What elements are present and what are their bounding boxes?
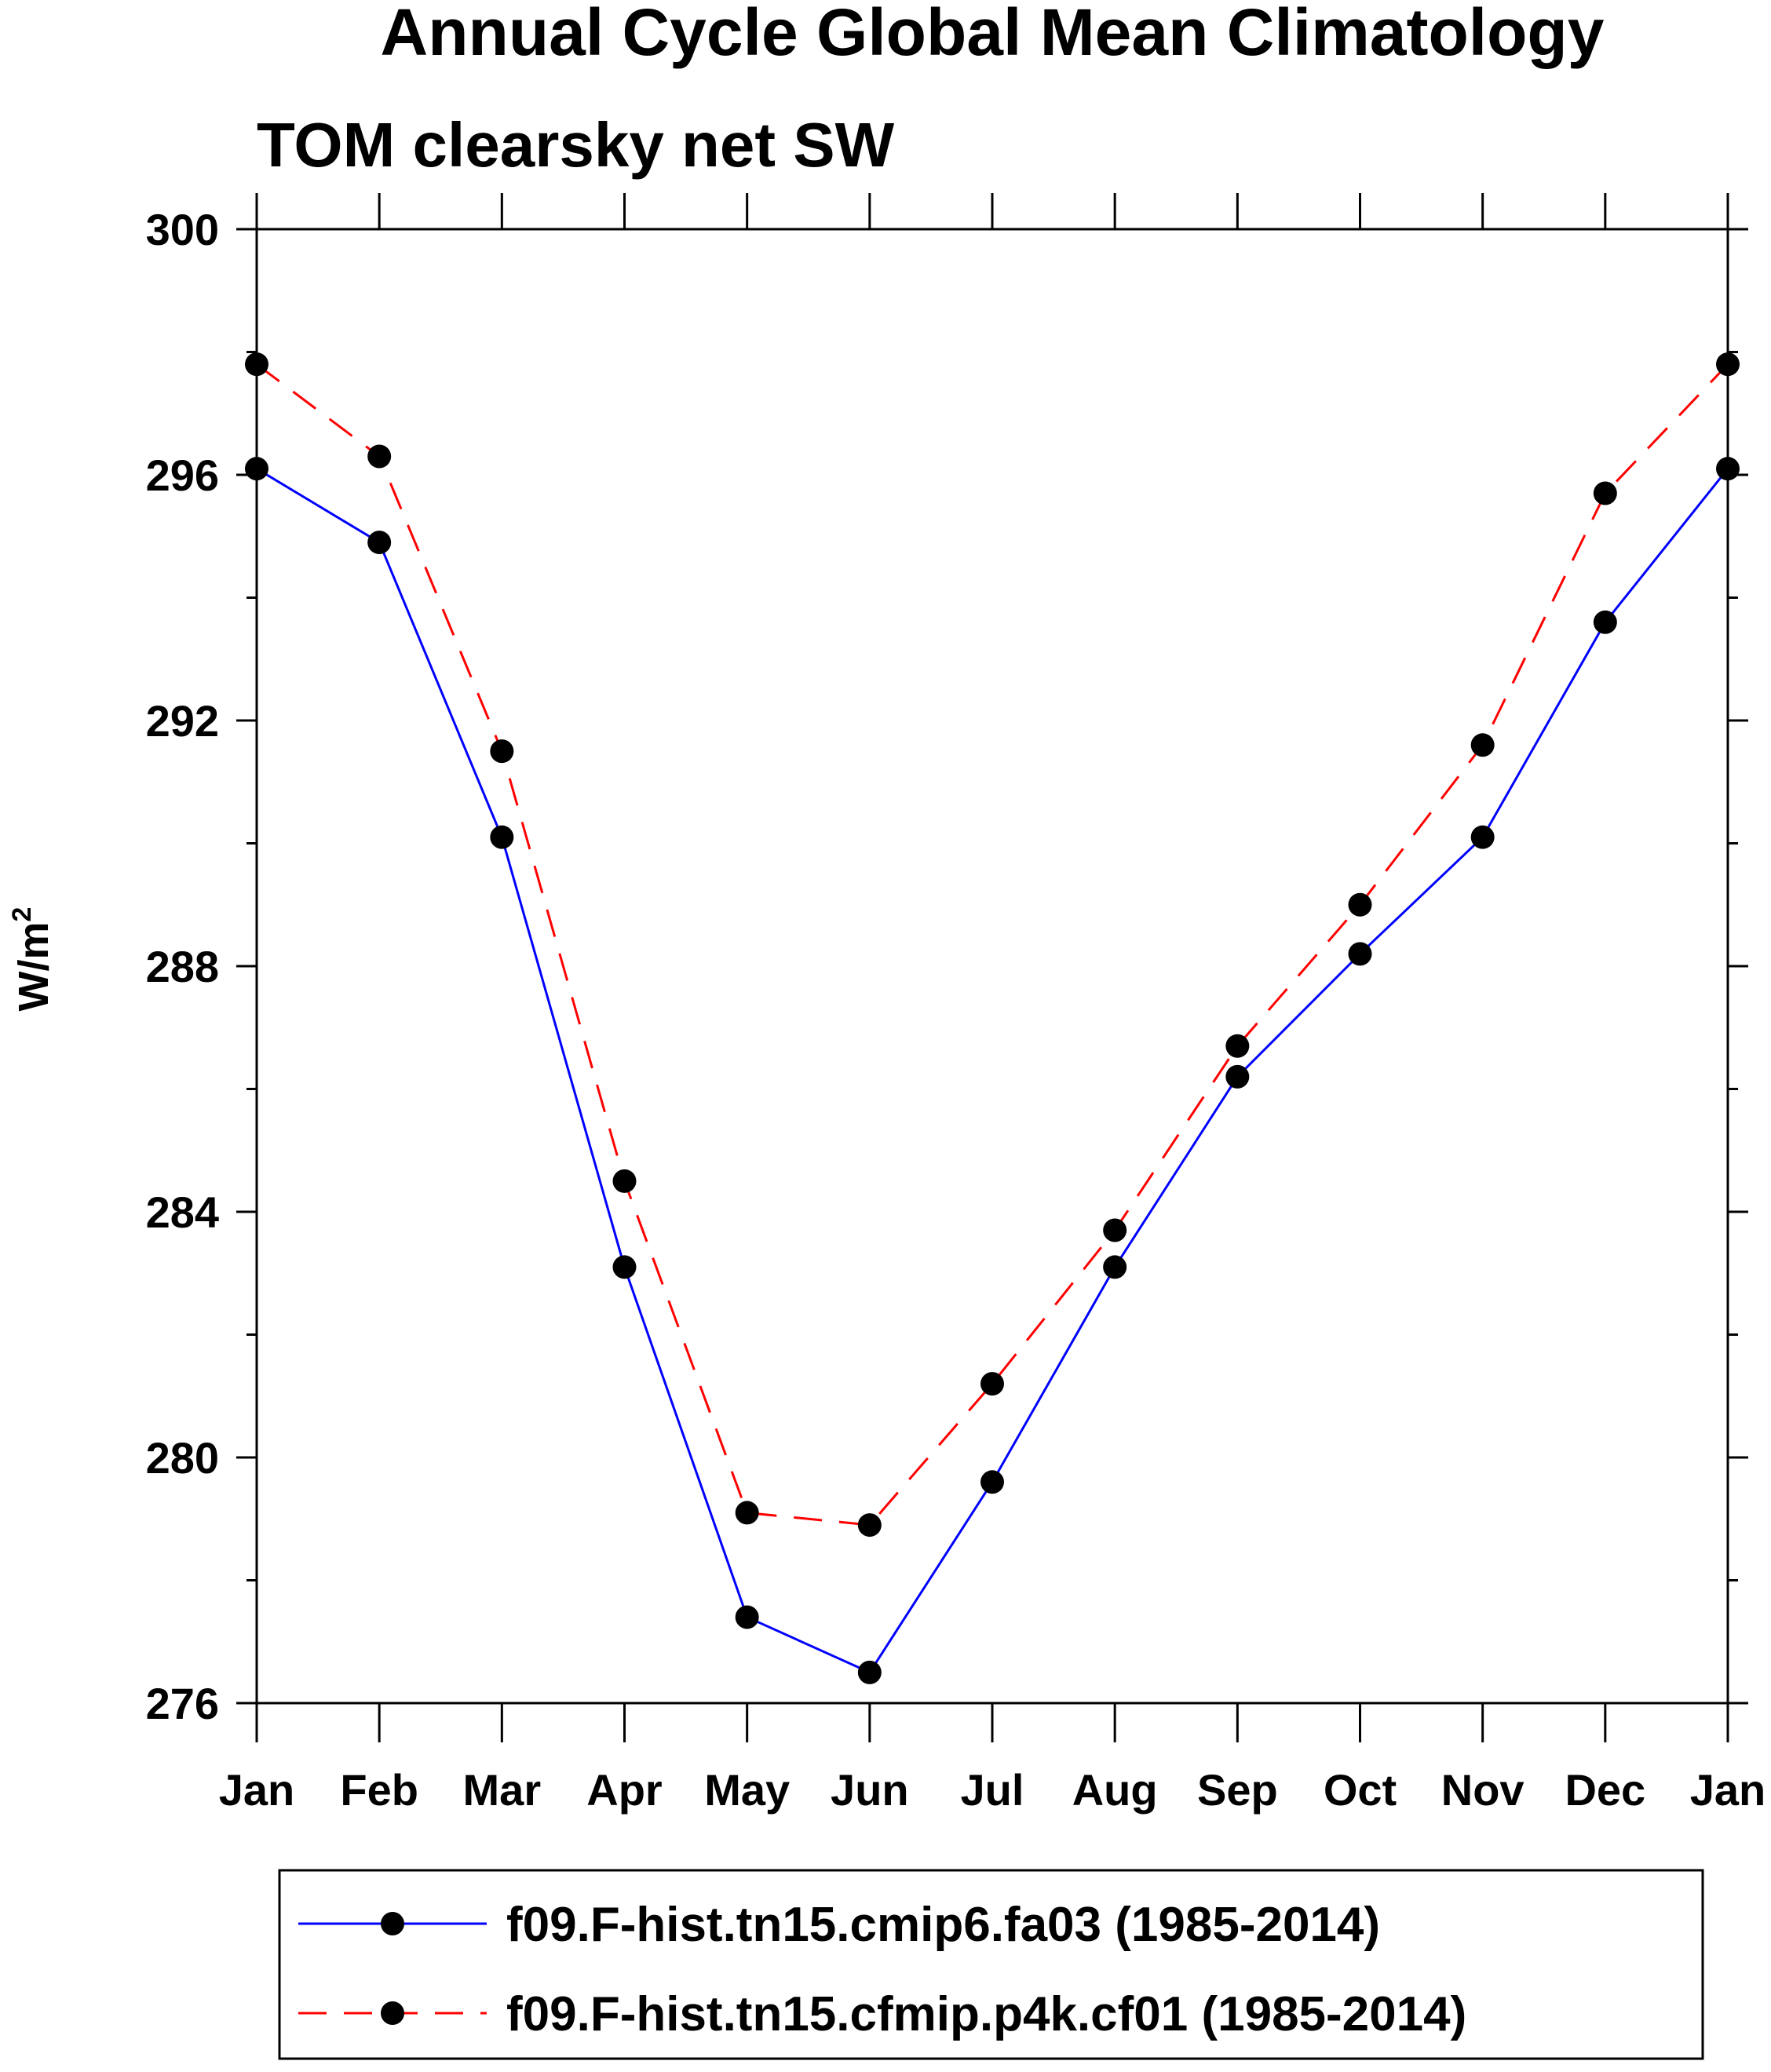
data-point bbox=[1593, 481, 1617, 505]
y-tick-label: 276 bbox=[146, 1679, 219, 1728]
data-point bbox=[490, 739, 514, 764]
legend-marker bbox=[381, 2001, 404, 2025]
data-point bbox=[735, 1605, 759, 1629]
legend: f09.F-hist.tn15.cmip6.fa03 (1985-2014) f0… bbox=[298, 1898, 1466, 2041]
data-point bbox=[612, 1169, 637, 1193]
data-point bbox=[1348, 892, 1372, 917]
data-point bbox=[245, 352, 268, 377]
data-point bbox=[1103, 1218, 1127, 1242]
data-point bbox=[1225, 1064, 1250, 1089]
legend-marker bbox=[381, 1912, 404, 1935]
x-tick-label: Jun bbox=[831, 1765, 909, 1815]
x-tick-label: May bbox=[704, 1765, 790, 1815]
data-point bbox=[490, 825, 514, 849]
data-point bbox=[1103, 1255, 1127, 1279]
x-tick-label: Oct bbox=[1324, 1765, 1397, 1815]
y-tick-label: 300 bbox=[146, 205, 219, 254]
x-tick-label: Nov bbox=[1441, 1765, 1525, 1815]
series-layer bbox=[245, 352, 1740, 1684]
data-point bbox=[1225, 1034, 1250, 1058]
y-tick-label: 292 bbox=[146, 696, 219, 746]
y-axis-label: W/m2 bbox=[7, 907, 57, 1012]
series-2 bbox=[245, 352, 1740, 1538]
data-point bbox=[980, 1372, 1004, 1396]
y-tick-label: 284 bbox=[146, 1187, 219, 1237]
y-tick-label: 296 bbox=[146, 451, 219, 500]
series-1 bbox=[245, 457, 1740, 1684]
data-point bbox=[980, 1470, 1004, 1494]
x-tick-label: Dec bbox=[1565, 1765, 1645, 1815]
x-tick-label: Feb bbox=[340, 1765, 418, 1815]
data-point bbox=[1716, 457, 1740, 481]
y-tick-label: 288 bbox=[146, 942, 219, 991]
legend-box bbox=[278, 1869, 1704, 2060]
series-line bbox=[256, 363, 1729, 1527]
x-tick-label: Sep bbox=[1197, 1765, 1278, 1815]
legend-label: f09.F-hist.tn15.cfmip.p4k.cf01 (1985-201… bbox=[506, 1987, 1466, 2041]
x-tick-label: Mar bbox=[463, 1765, 542, 1815]
data-point bbox=[1470, 733, 1495, 757]
axis-ticks: 276 280 284 288 292 296 300 Jan Feb Mar Apr May Jun J… bbox=[146, 193, 1766, 1815]
data-point bbox=[245, 457, 268, 481]
data-point bbox=[735, 1501, 759, 1525]
data-point bbox=[1470, 825, 1495, 849]
x-tick-label: Jul bbox=[961, 1765, 1024, 1815]
x-tick-label: Jan bbox=[219, 1765, 295, 1815]
data-point bbox=[857, 1513, 882, 1538]
data-point bbox=[1716, 352, 1740, 377]
x-tick-label: Jan bbox=[1690, 1765, 1766, 1815]
data-point bbox=[1348, 942, 1372, 966]
data-point bbox=[857, 1660, 882, 1684]
x-tick-label: Aug bbox=[1072, 1765, 1158, 1815]
data-point bbox=[367, 444, 392, 469]
data-point bbox=[1593, 610, 1617, 634]
chart-subtitle: TOM clearsky net SW bbox=[257, 110, 895, 180]
chart-title: Annual Cycle Global Mean Climatology bbox=[381, 0, 1605, 69]
legend-label: f09.F-hist.tn15.cmip6.fa03 (1985-2014) bbox=[506, 1898, 1380, 1952]
x-tick-label: Apr bbox=[586, 1765, 662, 1815]
y-tick-label: 280 bbox=[146, 1433, 219, 1483]
data-point bbox=[367, 531, 392, 555]
data-point bbox=[612, 1255, 637, 1279]
